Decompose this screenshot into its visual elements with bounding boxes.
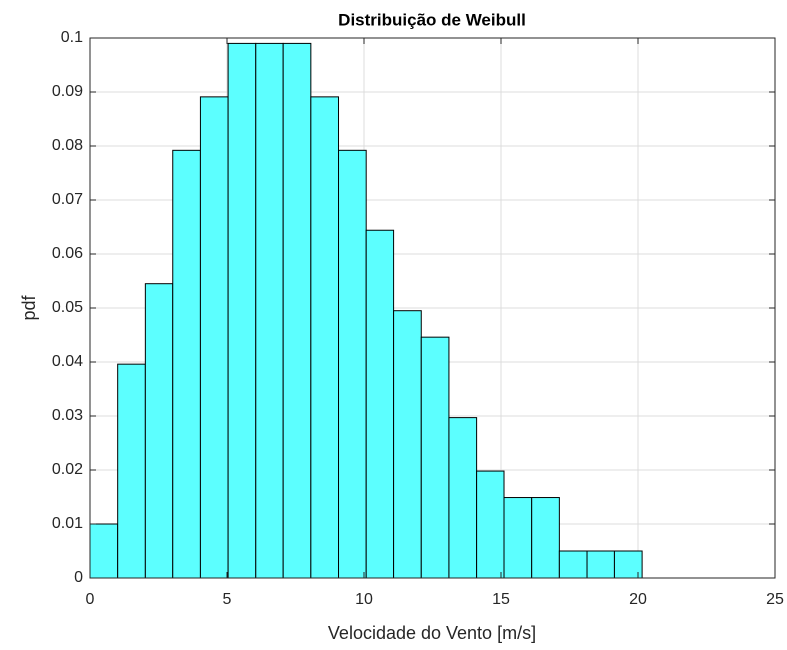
bar bbox=[117, 363, 146, 579]
bar bbox=[310, 96, 340, 579]
chart-title: Distribuição de Weibull bbox=[338, 10, 526, 29]
y-tick-label: 0.05 bbox=[52, 299, 83, 316]
bar bbox=[227, 42, 257, 579]
x-tick-label: 0 bbox=[86, 591, 95, 608]
x-axis-label: Velocidade do Vento [m/s] bbox=[328, 623, 536, 643]
x-tick-label: 20 bbox=[629, 591, 647, 608]
bar bbox=[586, 550, 615, 579]
y-tick-label: 0.06 bbox=[52, 245, 83, 262]
bar bbox=[144, 283, 174, 579]
bar bbox=[199, 96, 229, 579]
y-tick-label: 0.01 bbox=[52, 515, 83, 532]
x-tick-label: 5 bbox=[223, 591, 232, 608]
bar bbox=[172, 149, 201, 579]
y-tick-label: 0.09 bbox=[52, 83, 83, 100]
y-tick-label: 0.02 bbox=[52, 461, 83, 478]
y-tick-label: 0.08 bbox=[52, 137, 83, 154]
y-tick-label: 0.1 bbox=[61, 29, 83, 46]
bar bbox=[365, 229, 395, 579]
y-tick-label: 0.07 bbox=[52, 191, 83, 208]
bar bbox=[531, 497, 560, 579]
bar bbox=[503, 497, 533, 579]
y-tick-label: 0.03 bbox=[52, 407, 83, 424]
bar bbox=[393, 310, 422, 579]
bar bbox=[338, 149, 367, 579]
y-tick-label: 0 bbox=[74, 569, 83, 586]
x-tick-label: 10 bbox=[355, 591, 373, 608]
bar bbox=[282, 42, 312, 579]
x-tick-label: 15 bbox=[492, 591, 510, 608]
x-tick-label: 25 bbox=[766, 591, 784, 608]
y-axis-label: pdf bbox=[19, 294, 39, 320]
bar bbox=[255, 42, 284, 579]
bar bbox=[476, 470, 505, 579]
bar bbox=[558, 550, 588, 579]
bar bbox=[448, 417, 478, 579]
bar bbox=[420, 336, 450, 579]
bar bbox=[89, 523, 119, 579]
y-tick-label: 0.04 bbox=[52, 353, 83, 370]
